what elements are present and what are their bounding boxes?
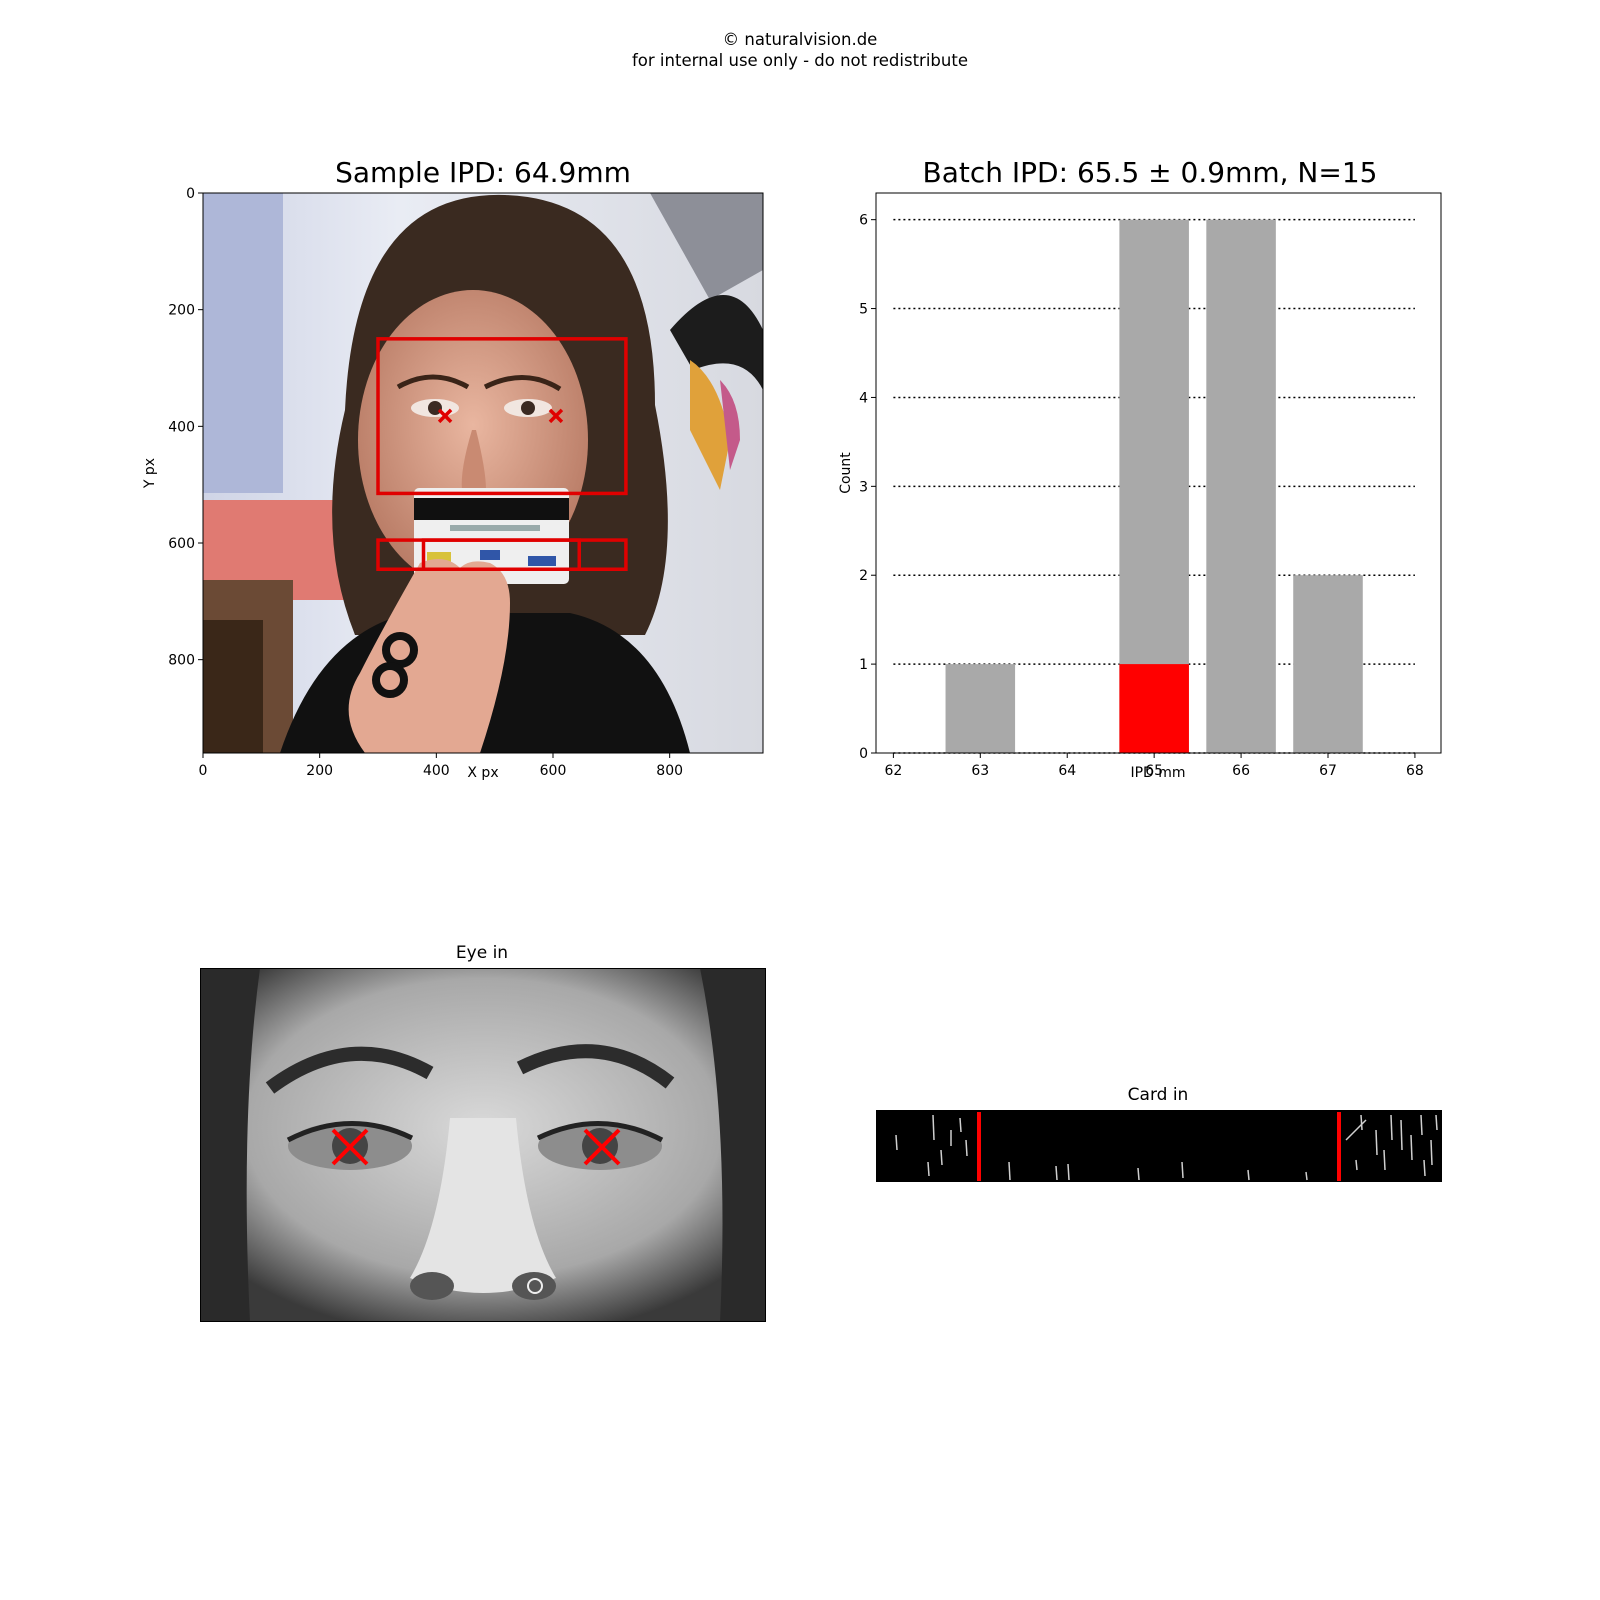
sample-y-ticks: 0 200 400 600 800	[168, 186, 203, 669]
x-tick-label: 64	[1058, 763, 1076, 779]
y-tick-label: 6	[859, 213, 868, 229]
y-tick-label: 1	[859, 657, 868, 673]
batch-histogram: 62 63 64 65 66 67 68 0 1 2 3 4 5 6 IPD mm Count	[838, 192, 1442, 781]
eye-crop-image	[200, 968, 766, 1322]
y-tick-label: 800	[168, 653, 195, 669]
eye-panel-title: Eye in	[455, 943, 509, 963]
sample-highlight-bar	[1119, 664, 1189, 753]
y-tick-label: 3	[859, 479, 868, 495]
x-tick-label: 400	[423, 763, 450, 779]
x-tick-label: 800	[656, 763, 683, 779]
count-axis-label: Count	[838, 452, 854, 494]
x-tick-label: 65	[1145, 763, 1163, 779]
y-tick-label: 0	[186, 186, 195, 202]
right-eye-x-mark	[548, 408, 564, 424]
x-tick-label: 67	[1319, 763, 1337, 779]
card-panel-title: Card in	[1127, 1085, 1189, 1105]
histogram-bars	[945, 219, 1363, 753]
x-tick-label: 200	[306, 763, 333, 779]
ipd-axis-label: IPD mm	[1130, 765, 1185, 781]
histogram-bar	[1293, 575, 1363, 753]
sample-image-panel: 0 200 400 600 800 0 200 400 600 800 X px Y px	[142, 186, 764, 781]
x-tick-label: 0	[199, 763, 208, 779]
histogram-y-ticks: 0 1 2 3 4 5 6	[859, 213, 876, 762]
histogram-x-ticks: 62 63 64 65 66 67 68	[884, 753, 1424, 779]
y-tick-label: 200	[168, 303, 195, 319]
right-eye-marker	[583, 1128, 621, 1166]
card-left-edge-marker	[977, 1112, 981, 1182]
card-edge-image	[876, 1110, 1442, 1182]
y-axis-label: Y px	[142, 458, 158, 489]
sample-axes-frame	[202, 192, 764, 754]
card-right-edge-marker	[1337, 1112, 1341, 1182]
sample-ipd-title: Sample IPD: 64.9mm	[335, 156, 631, 189]
x-tick-label: 62	[884, 763, 902, 779]
face-detection-box	[376, 337, 628, 496]
y-tick-label: 600	[168, 536, 195, 552]
histogram-bar	[945, 664, 1016, 753]
detection-overlays	[376, 337, 628, 572]
left-eye-marker	[331, 1128, 369, 1166]
y-tick-label: 2	[859, 568, 868, 584]
left-eye-x-mark	[437, 408, 453, 424]
batch-ipd-title: Batch IPD: 65.5 ± 0.9mm, N=15	[922, 156, 1378, 189]
x-tick-label: 600	[540, 763, 567, 779]
histogram-bar	[1206, 219, 1276, 753]
x-tick-label: 63	[971, 763, 989, 779]
y-tick-label: 400	[168, 419, 195, 435]
internal-use-notice: for internal use only - do not redistrib…	[632, 51, 968, 70]
x-tick-label: 68	[1406, 763, 1424, 779]
y-tick-label: 5	[859, 302, 868, 318]
x-tick-label: 66	[1232, 763, 1250, 779]
y-tick-label: 4	[859, 390, 868, 406]
y-tick-label: 0	[859, 746, 868, 762]
histogram-bar	[1119, 219, 1189, 753]
face-photo	[203, 193, 763, 753]
card-inner-box	[421, 538, 581, 572]
copyright-text: © naturalvision.de	[722, 30, 878, 49]
x-axis-label: X px	[467, 765, 498, 781]
sample-x-ticks: 0 200 400 600 800	[199, 753, 683, 779]
histogram-axes-frame	[875, 192, 1442, 754]
